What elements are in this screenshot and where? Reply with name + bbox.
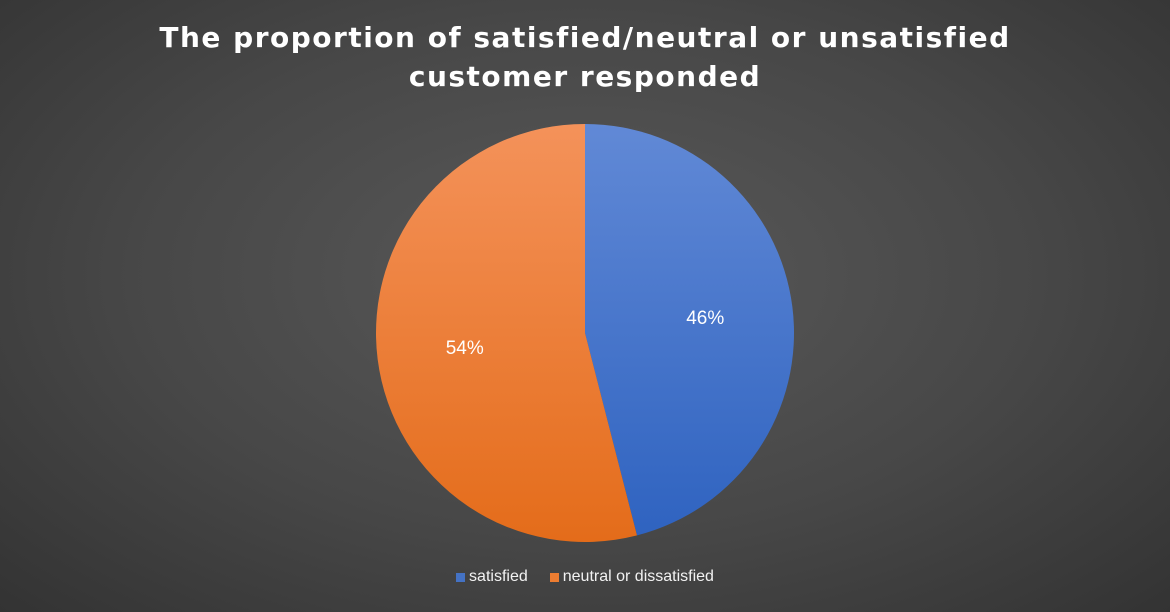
data-label-satisfied: 46%	[686, 308, 724, 329]
legend-label-neutral-or-dissatisfied: neutral or dissatisfied	[562, 568, 714, 585]
data-label-neutral-or-dissatisfied: 54%	[446, 338, 484, 359]
legend-swatch-neutral-or-dissatisfied	[549, 572, 559, 582]
legend-item-satisfied: satisfied	[456, 568, 528, 586]
pie-slice-satisfied	[585, 124, 795, 536]
legend: satisfied neutral or dissatisfied	[0, 568, 1170, 586]
pie-slice-neutral-or-dissatisfied	[376, 124, 637, 542]
chart-title: The proportion of satisfied/neutral or u…	[159, 21, 1011, 93]
legend-label-satisfied: satisfied	[469, 568, 528, 585]
legend-swatch-satisfied	[456, 572, 466, 582]
legend-item-neutral-or-dissatisfied: neutral or dissatisfied	[549, 568, 714, 586]
